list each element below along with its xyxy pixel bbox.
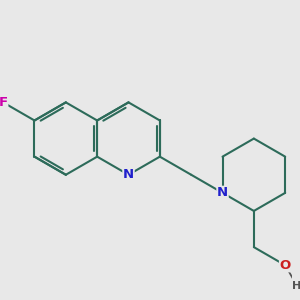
- Text: N: N: [123, 168, 134, 181]
- Text: O: O: [280, 259, 291, 272]
- Text: F: F: [0, 96, 8, 109]
- Text: H: H: [292, 280, 300, 291]
- Text: N: N: [217, 186, 228, 200]
